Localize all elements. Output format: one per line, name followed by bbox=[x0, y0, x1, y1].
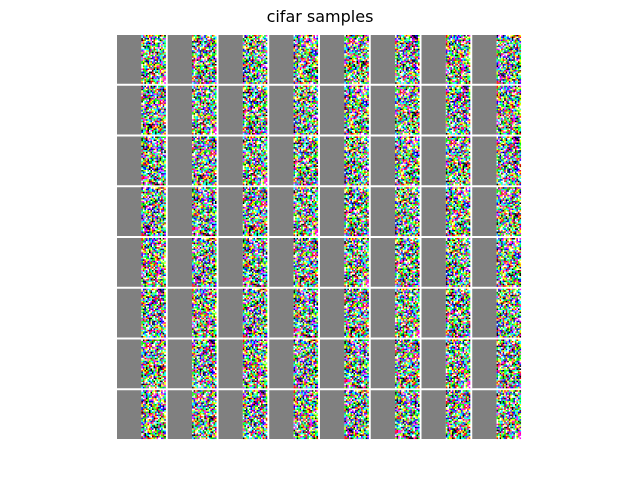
figure: cifar samples bbox=[117, 7, 522, 440]
page: cifar samples (() => { const data = JSON… bbox=[117, 7, 522, 440]
